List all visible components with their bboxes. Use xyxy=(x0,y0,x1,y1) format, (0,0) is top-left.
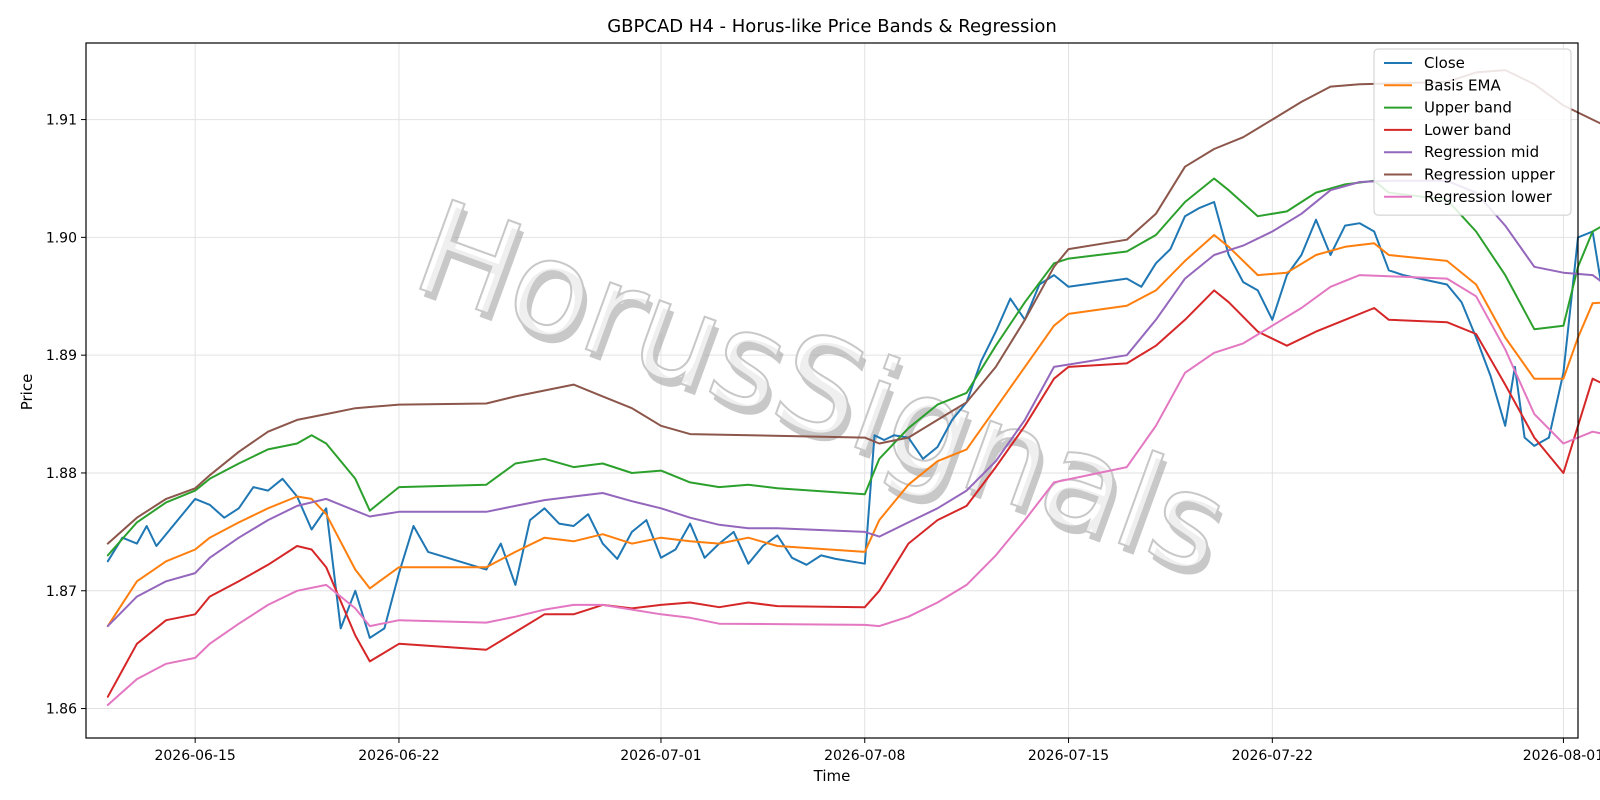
x-tick-label: 2026-06-15 xyxy=(154,748,235,764)
series-line-lower-band xyxy=(106,289,1600,698)
series-line-close xyxy=(106,201,1600,639)
y-axis-title: Price xyxy=(18,374,36,411)
series-line-upper-band xyxy=(106,177,1600,557)
plot-frame xyxy=(85,42,1579,739)
y-tick-label: 1.88 xyxy=(46,466,77,482)
legend-label-upper-band: Upper band xyxy=(1424,99,1512,117)
x-tick-label: 2026-08-01 xyxy=(1523,748,1600,764)
x-tick-label: 2026-07-22 xyxy=(1232,748,1313,764)
tick-layer: 2026-06-15 2026-06-22 2026-07-01 2026-07-08… xyxy=(46,113,1600,764)
series-line-regression-mid xyxy=(106,179,1600,628)
x-tick-label: 2026-07-01 xyxy=(620,748,701,764)
y-tick-label: 1.90 xyxy=(46,230,77,246)
x-tick-label: 2026-07-15 xyxy=(1028,748,1109,764)
series-line-regression-upper xyxy=(106,69,1600,545)
series-line-basis-ema xyxy=(106,234,1600,628)
series-line-regression-lower xyxy=(106,274,1600,706)
legend-label-regression-lower: Regression lower xyxy=(1424,188,1553,206)
x-tick-label: 2026-07-08 xyxy=(824,748,905,764)
legend: Close Basis EMA Upper band Lower band Regres… xyxy=(1373,48,1572,216)
legend-label-basis-ema: Basis EMA xyxy=(1424,76,1501,94)
y-tick-label: 1.91 xyxy=(46,113,77,129)
x-tick-label: 2026-06-22 xyxy=(358,748,439,764)
series-layer xyxy=(106,69,1600,706)
y-tick-label: 1.89 xyxy=(46,348,77,364)
y-tick-label: 1.86 xyxy=(46,702,77,718)
legend-frame xyxy=(1373,48,1572,216)
legend-label-close: Close xyxy=(1424,54,1465,72)
legend-label-regression-upper: Regression upper xyxy=(1424,166,1556,184)
legend-label-regression-mid: Regression mid xyxy=(1424,143,1539,161)
x-axis-title: Time xyxy=(813,767,851,785)
y-tick-label: 1.87 xyxy=(46,584,77,600)
chart-title: GBPCAD H4 - Horus-like Price Bands & Reg… xyxy=(607,16,1057,37)
legend-label-lower-band: Lower band xyxy=(1424,121,1511,139)
